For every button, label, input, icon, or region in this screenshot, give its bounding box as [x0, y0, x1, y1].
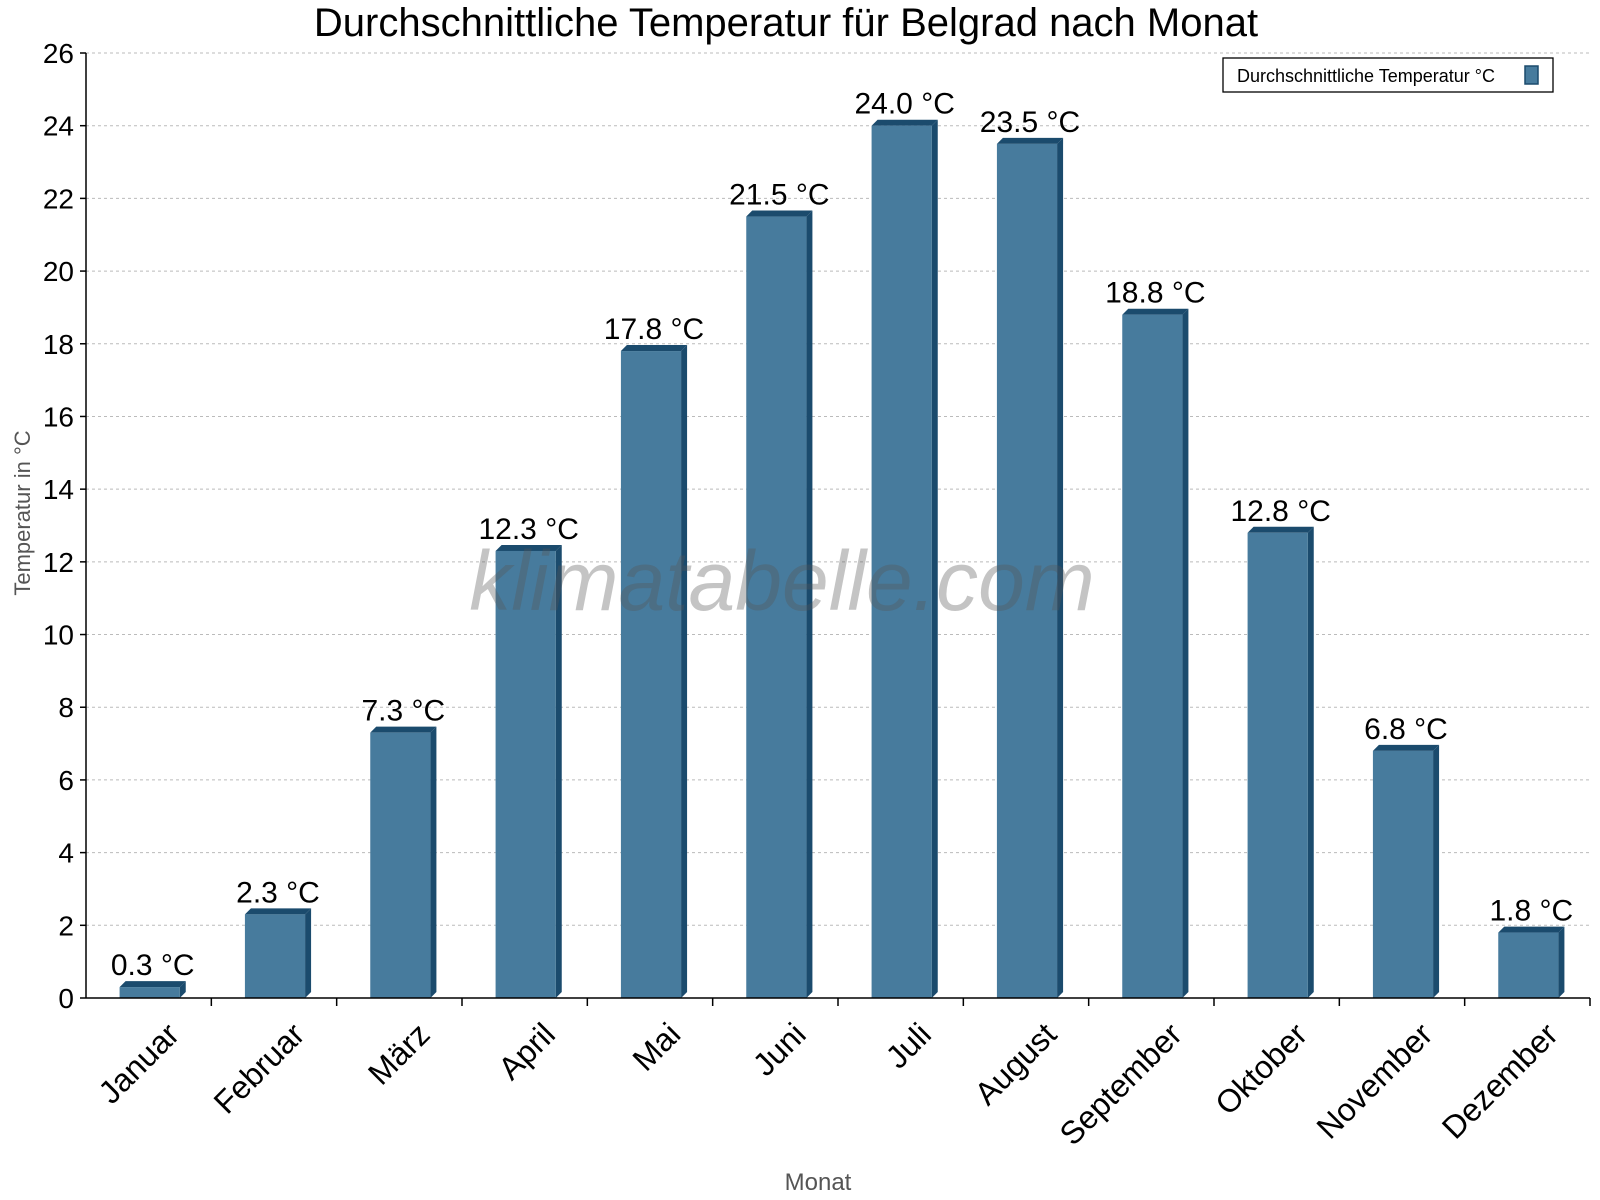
bar: [370, 732, 431, 998]
watermark: klimatabelle.com: [469, 534, 1095, 628]
bar-top: [746, 210, 813, 217]
bar: [871, 125, 932, 998]
bar: [996, 143, 1058, 999]
bars: 0.3 °C 2.3 °C 7.3 °C 12.3 °C 17.8 °C 21.5 °C 2…: [111, 88, 1573, 999]
x-tick-label: Juni: [746, 1016, 813, 1083]
data-label: 12.3 °C: [478, 513, 578, 546]
bar: [119, 987, 180, 998]
legend-label: Durchschnittliche Temperatur °C: [1237, 66, 1495, 86]
bar-side: [1558, 926, 1565, 998]
legend: Durchschnittliche Temperatur °C: [1222, 57, 1554, 93]
y-tick-label: 12: [43, 547, 74, 578]
y-tick-label: 22: [43, 183, 74, 214]
x-tick-label: Mai: [625, 1016, 687, 1078]
bar-top: [1372, 744, 1440, 751]
y-tick-label: 20: [43, 256, 74, 287]
data-label: 23.5 °C: [980, 106, 1080, 139]
chart-title: Durchschnittliche Temperatur für Belgrad…: [314, 1, 1258, 45]
bar: [746, 216, 807, 999]
x-axis-label: Monat: [785, 1169, 852, 1196]
bar-side: [806, 210, 813, 999]
bar-top: [996, 137, 1064, 144]
bar-top: [1122, 308, 1189, 315]
y-tick-label: 4: [58, 838, 74, 869]
y-tick-label: 6: [58, 765, 74, 796]
bar: [495, 550, 556, 998]
gridlines: [86, 52, 1590, 926]
legend-swatch: [1524, 65, 1539, 85]
data-label: 1.8 °C: [1489, 895, 1573, 928]
bar-top: [1247, 526, 1314, 533]
bar: [244, 914, 306, 998]
bar-side: [555, 544, 562, 998]
bar-top: [620, 345, 688, 352]
bar-top: [1498, 926, 1565, 933]
bar: [1247, 532, 1308, 998]
data-label: 21.5 °C: [729, 179, 829, 212]
bar-side: [1307, 526, 1314, 998]
bar-side: [430, 726, 437, 998]
x-tick-label: September: [1053, 1016, 1189, 1152]
x-tick-label: Oktober: [1208, 1016, 1314, 1122]
data-label: 6.8 °C: [1364, 713, 1448, 746]
x-tick-label: März: [361, 1016, 437, 1092]
x-tick-label: August: [967, 1016, 1063, 1112]
x-tick-label: April: [491, 1016, 562, 1087]
data-label: 2.3 °C: [236, 876, 320, 909]
bar-top: [119, 981, 186, 988]
data-label: 0.3 °C: [111, 949, 195, 982]
bar-side: [1182, 308, 1189, 998]
y-tick-label: 24: [43, 111, 74, 142]
data-label: 7.3 °C: [361, 695, 445, 728]
y-tick-label: 0: [58, 983, 74, 1014]
data-label: 12.8 °C: [1230, 495, 1330, 528]
legend-box: [1222, 57, 1554, 93]
bar-side: [1433, 744, 1440, 998]
data-label: 18.8 °C: [1105, 277, 1205, 310]
y-tick-label: 10: [43, 620, 74, 651]
y-tick-label: 8: [58, 692, 74, 723]
data-label: 24.0 °C: [854, 88, 954, 121]
bar-side: [1057, 137, 1064, 999]
bar: [1498, 932, 1559, 998]
bar-top: [495, 544, 562, 551]
y-tick-label: 2: [58, 910, 74, 941]
x-tick-label: Februar: [207, 1016, 312, 1121]
y-tick-label: 18: [43, 329, 74, 360]
y-tick-label: 16: [43, 401, 74, 432]
x-tick-label: November: [1310, 1016, 1440, 1146]
x-tick-label: Dezember: [1435, 1016, 1565, 1146]
y-tick-label: 14: [43, 474, 74, 505]
bar-side: [305, 908, 312, 998]
data-label: 17.8 °C: [604, 313, 704, 346]
bar: [1372, 750, 1434, 998]
bar: [620, 351, 682, 998]
y-axis-label: Temperatur in °C: [10, 430, 35, 595]
bar-top: [370, 726, 437, 733]
bar-side: [681, 345, 688, 998]
bar-side: [179, 981, 186, 998]
bar: [1122, 314, 1183, 998]
bar-top: [244, 908, 312, 915]
bar-top: [871, 119, 938, 126]
x-tick-label: Januar: [91, 1016, 186, 1111]
bar-side: [931, 119, 938, 998]
x-tick-label: Juli: [879, 1016, 938, 1075]
y-tick-label: 26: [43, 38, 74, 69]
